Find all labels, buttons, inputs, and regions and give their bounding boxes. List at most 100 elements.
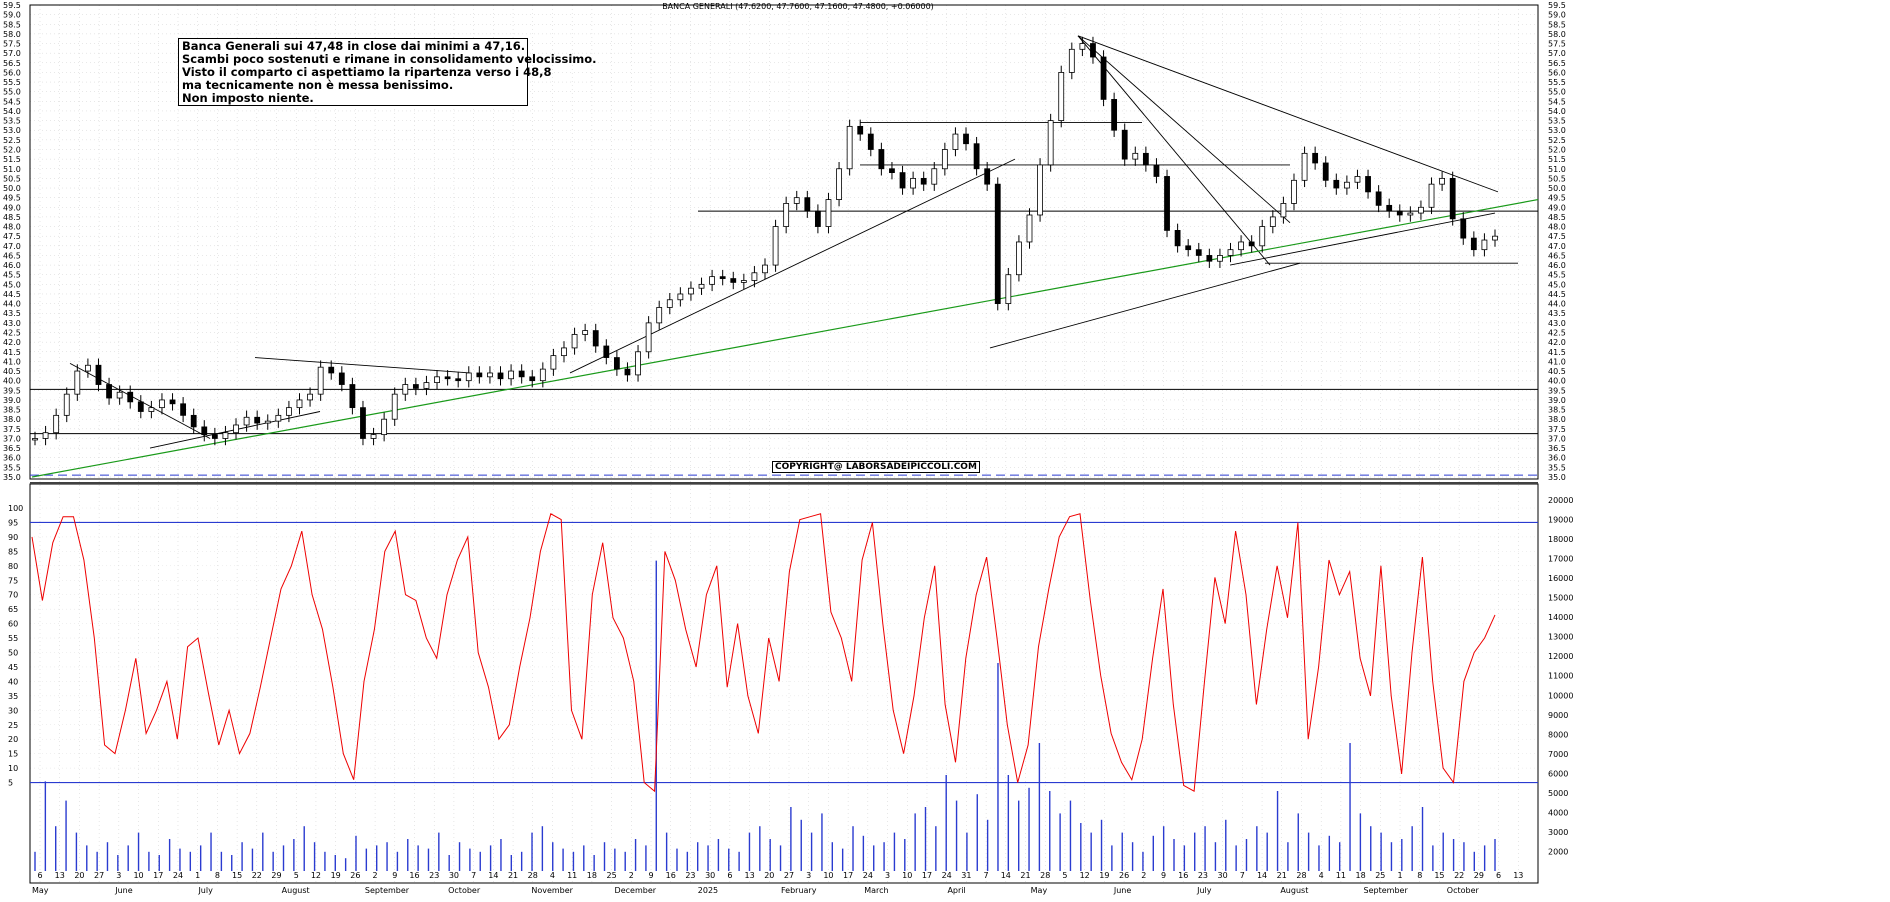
day-tick-label: 27 bbox=[94, 871, 104, 880]
day-tick-label: 2 bbox=[629, 871, 634, 880]
price-tick-label-left: 45.0 bbox=[3, 280, 21, 289]
price-tick-label-left: 55.0 bbox=[3, 88, 21, 97]
price-tick-label-right: 37.0 bbox=[1548, 434, 1566, 443]
day-tick-label: 19 bbox=[331, 871, 341, 880]
price-tick-label-left: 54.5 bbox=[3, 97, 21, 106]
candle-body bbox=[137, 401, 144, 412]
day-tick-label: 29 bbox=[271, 871, 281, 880]
price-tick-label-right: 44.0 bbox=[1548, 300, 1566, 309]
osc-tick-label: 65 bbox=[8, 605, 18, 614]
day-tick-label: 1 bbox=[1397, 871, 1402, 880]
grid bbox=[30, 4, 1538, 883]
price-tick-label-left: 55.5 bbox=[3, 78, 21, 87]
price-tick-label-right: 43.0 bbox=[1548, 319, 1566, 328]
candle-body bbox=[677, 293, 684, 301]
price-tick-label-right: 53.5 bbox=[1548, 117, 1566, 126]
day-tick-label: 29 bbox=[1474, 871, 1484, 880]
candle-body bbox=[878, 149, 885, 170]
osc-tick-label: 20 bbox=[8, 735, 18, 744]
candle-body bbox=[95, 364, 102, 385]
price-tick-label-left: 50.5 bbox=[3, 174, 21, 183]
day-tick-label: 25 bbox=[607, 871, 617, 880]
note-line: Visto il comparto ci aspettiamo la ripar… bbox=[182, 65, 552, 79]
volume-tick-label: 4000 bbox=[1548, 808, 1568, 817]
volume-tick-label: 11000 bbox=[1548, 672, 1573, 681]
candle-body bbox=[190, 414, 197, 428]
osc-tick-label: 5 bbox=[8, 779, 13, 788]
candle-body bbox=[116, 391, 123, 399]
price-tick-label-left: 53.0 bbox=[3, 126, 21, 135]
candle-body bbox=[825, 199, 832, 227]
price-lines bbox=[30, 210, 1538, 484]
candle-body bbox=[1439, 177, 1446, 185]
candle-body bbox=[370, 434, 377, 439]
month-tick-label: May bbox=[32, 886, 49, 895]
price-tick-label-right: 58.0 bbox=[1548, 30, 1566, 39]
price-tick-label-right: 36.5 bbox=[1548, 444, 1566, 453]
price-tick-label-right: 49.5 bbox=[1548, 194, 1566, 203]
left-oscillator-axis: 5 10 15 20 25 30 35 40 45 50 55 60 65 70 75 80 85 90 95 100 bbox=[8, 504, 23, 788]
price-tick-label-right: 55.5 bbox=[1548, 78, 1566, 87]
volume-tick-label: 10000 bbox=[1548, 691, 1573, 700]
candle-body bbox=[698, 283, 705, 289]
price-tick-label-right: 39.5 bbox=[1548, 386, 1566, 395]
month-tick-label: October bbox=[1447, 886, 1480, 895]
day-tick-label: 5 bbox=[294, 871, 299, 880]
day-tick-label: 16 bbox=[666, 871, 676, 880]
day-tick-label: 20 bbox=[764, 871, 774, 880]
candle-body bbox=[1174, 230, 1181, 247]
price-tick-label-right: 45.0 bbox=[1548, 280, 1566, 289]
candle-body bbox=[1238, 241, 1244, 251]
price-tick-label-right: 36.0 bbox=[1548, 454, 1566, 463]
price-tick-label-left: 56.5 bbox=[3, 59, 21, 68]
price-tick-label-right: 39.0 bbox=[1548, 396, 1566, 405]
candle-body bbox=[793, 197, 800, 204]
candle-body bbox=[783, 203, 790, 227]
candle-body bbox=[1259, 226, 1266, 247]
price-tick-label-right: 35.0 bbox=[1548, 473, 1566, 482]
price-tick-label-right: 48.0 bbox=[1548, 223, 1566, 232]
price-tick-label-left: 49.0 bbox=[3, 203, 21, 212]
price-tick-label-right: 35.5 bbox=[1548, 463, 1566, 472]
candle-body bbox=[243, 416, 250, 426]
day-tick-label: 21 bbox=[508, 871, 518, 880]
price-tick-label-left: 39.5 bbox=[3, 386, 21, 395]
candle-body bbox=[1386, 204, 1393, 212]
candle-body bbox=[402, 384, 409, 395]
candle-body bbox=[1005, 274, 1012, 305]
osc-tick-label: 30 bbox=[8, 706, 18, 715]
price-tick-label-left: 37.0 bbox=[3, 434, 21, 443]
note-line: Non imposto niente. bbox=[182, 91, 314, 105]
price-tick-label-left: 59.0 bbox=[3, 11, 21, 20]
candle-body bbox=[1492, 235, 1498, 241]
osc-tick-label: 45 bbox=[8, 663, 18, 672]
price-tick-label-right: 52.5 bbox=[1548, 136, 1566, 145]
day-tick-label: 28 bbox=[1040, 871, 1050, 880]
candle-body bbox=[169, 399, 176, 405]
price-tick-label-left: 58.5 bbox=[3, 20, 21, 29]
candle-body bbox=[1248, 241, 1255, 247]
price-tick-label-left: 52.0 bbox=[3, 145, 21, 154]
day-tick-label: 24 bbox=[942, 871, 952, 880]
candle-body bbox=[814, 210, 821, 227]
volume-tick-label: 15000 bbox=[1548, 594, 1573, 603]
candle-body bbox=[338, 372, 345, 385]
candle-body bbox=[1195, 249, 1202, 256]
price-tick-label-left: 43.5 bbox=[3, 309, 21, 318]
candle-body bbox=[1227, 249, 1234, 256]
volume-tick-label: 8000 bbox=[1548, 730, 1568, 739]
price-tick-label-left: 47.0 bbox=[3, 242, 21, 251]
candle-body bbox=[1142, 152, 1149, 166]
price-tick-label-left: 48.0 bbox=[3, 223, 21, 232]
price-tick-label-right: 55.0 bbox=[1548, 88, 1566, 97]
candle-body bbox=[719, 276, 726, 279]
price-tick-label-left: 40.0 bbox=[3, 377, 21, 386]
left-price-axis: 35.035.536.036.537.037.538.038.539.039.5… bbox=[3, 1, 21, 482]
candle-body bbox=[180, 403, 187, 416]
candle-body bbox=[53, 414, 60, 434]
osc-tick-label: 55 bbox=[8, 634, 18, 643]
month-tick-label: December bbox=[615, 886, 657, 895]
day-tick-label: 3 bbox=[116, 871, 121, 880]
price-tick-label-right: 44.5 bbox=[1548, 290, 1566, 299]
candle-body bbox=[1026, 214, 1033, 243]
